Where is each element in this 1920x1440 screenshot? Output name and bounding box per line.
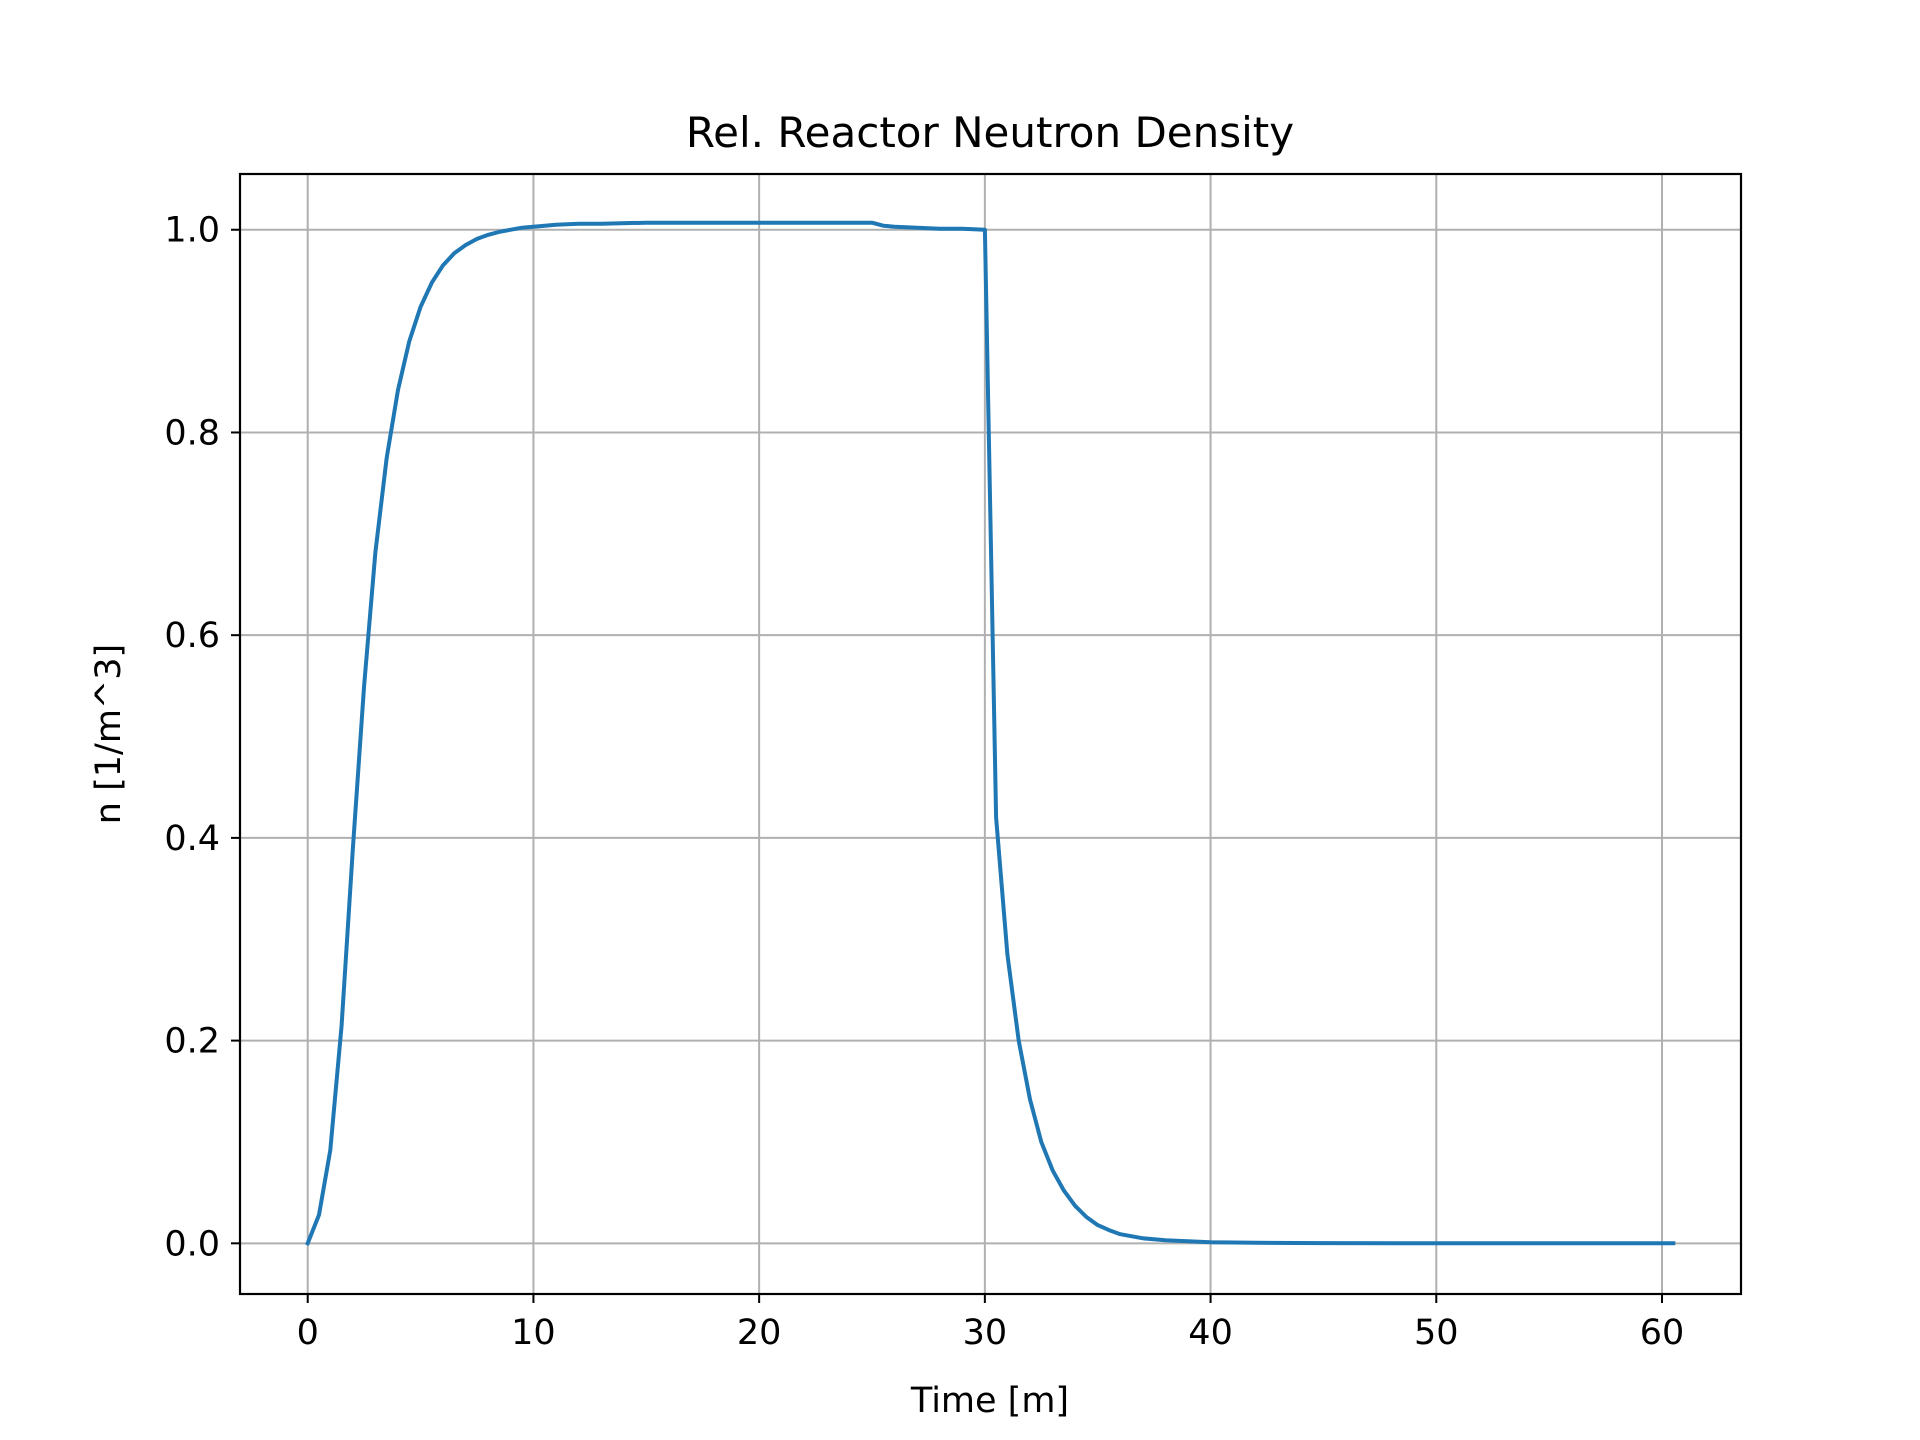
plot-area-frame <box>238 172 1743 1296</box>
y-tick-label: 0.6 <box>164 616 220 656</box>
y-tick-label: 0.8 <box>164 413 220 453</box>
series-line <box>305 220 1676 1246</box>
x-tick-label: 50 <box>1414 1313 1459 1353</box>
chart-title: Rel. Reactor Neutron Density <box>686 108 1294 157</box>
y-tick-label: 0.2 <box>164 1022 220 1062</box>
y-tick-label: 0.4 <box>164 819 220 859</box>
x-tick-label: 20 <box>737 1313 782 1353</box>
x-tick-label: 30 <box>963 1313 1008 1353</box>
axis-ticks: 0 10 20 30 40 50 60 0.0 0.2 0.4 0.6 0.8 1.0 <box>164 211 1684 1353</box>
x-tick-label: 40 <box>1188 1313 1233 1353</box>
x-tick-label: 0 <box>297 1313 319 1353</box>
y-tick-label: 0.0 <box>164 1224 220 1264</box>
x-axis-title: Time [m] <box>910 1381 1069 1421</box>
x-tick-label: 60 <box>1640 1313 1685 1353</box>
y-tick-label: 1.0 <box>164 211 220 251</box>
grid <box>240 174 1741 1294</box>
x-tick-label: 10 <box>511 1313 556 1353</box>
y-axis-title: n [1/m^3] <box>89 644 129 824</box>
series-layer <box>305 220 1676 1246</box>
